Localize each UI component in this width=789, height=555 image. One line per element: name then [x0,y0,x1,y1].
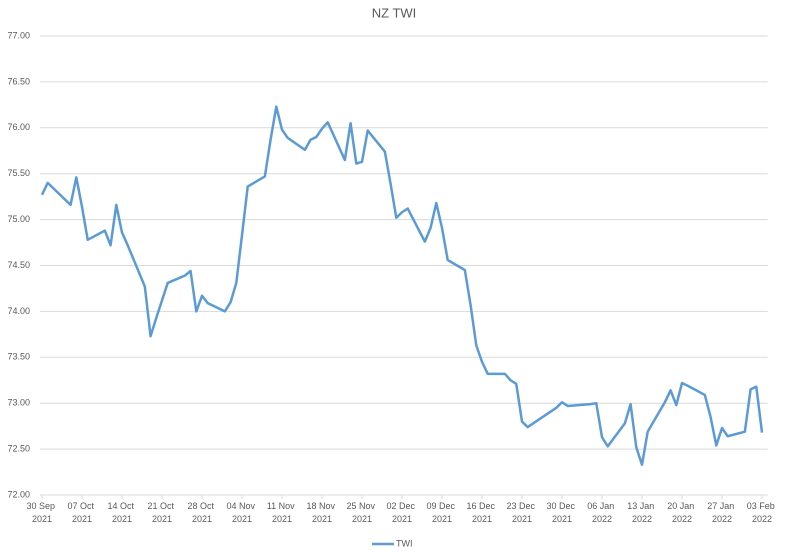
y-tick-label: 75.50 [7,168,30,178]
legend-label: TWI [396,538,413,548]
x-tick-label: 21 Oct 2021 [147,501,176,524]
x-tick-label: 11 Nov 2021 [267,501,297,524]
y-tick-label: 72.50 [7,443,30,453]
x-tick-label: 30 Sep 2021 [26,501,57,524]
y-tick-label: 73.00 [7,398,30,408]
x-tick-label: 13 Jan 2022 [627,501,657,524]
x-tick-label: 16 Dec 2021 [466,501,497,524]
data-line [40,105,764,466]
y-tick-label: 76.00 [7,122,30,132]
chart-title: NZ TWI [372,5,417,20]
y-tick-label: 73.50 [7,352,30,362]
x-tick-label: 23 Dec 2021 [506,501,537,524]
x-tick-label: 02 Dec 2021 [386,501,417,524]
x-tick-label: 06 Jan 2022 [587,501,617,524]
y-tick-label: 74.00 [7,306,30,316]
x-tick-label: 03 Feb 2022 [747,501,778,524]
x-tick-label: 09 Dec 2021 [426,501,457,524]
x-tick-label: 30 Dec 2021 [546,501,577,524]
y-tick-label: 77.00 [7,30,30,40]
x-tick-label: 07 Oct 2021 [67,501,96,524]
x-tick-label: 14 Oct 2021 [107,501,136,524]
x-tick-label: 04 Nov 2021 [226,501,257,524]
y-tick-label: 74.50 [7,260,30,270]
x-tick-label: 27 Jan 2022 [707,501,737,524]
y-tick-label: 76.50 [7,76,30,86]
y-tick-label: 72.00 [7,489,30,499]
x-tick-label: 20 Jan 2022 [667,501,697,524]
y-tick-label: 75.00 [7,214,30,224]
x-tick-label: 18 Nov 2021 [306,501,337,524]
x-tick-label: 25 Nov 2021 [346,501,377,524]
x-tick-label: 28 Oct 2021 [187,501,216,524]
